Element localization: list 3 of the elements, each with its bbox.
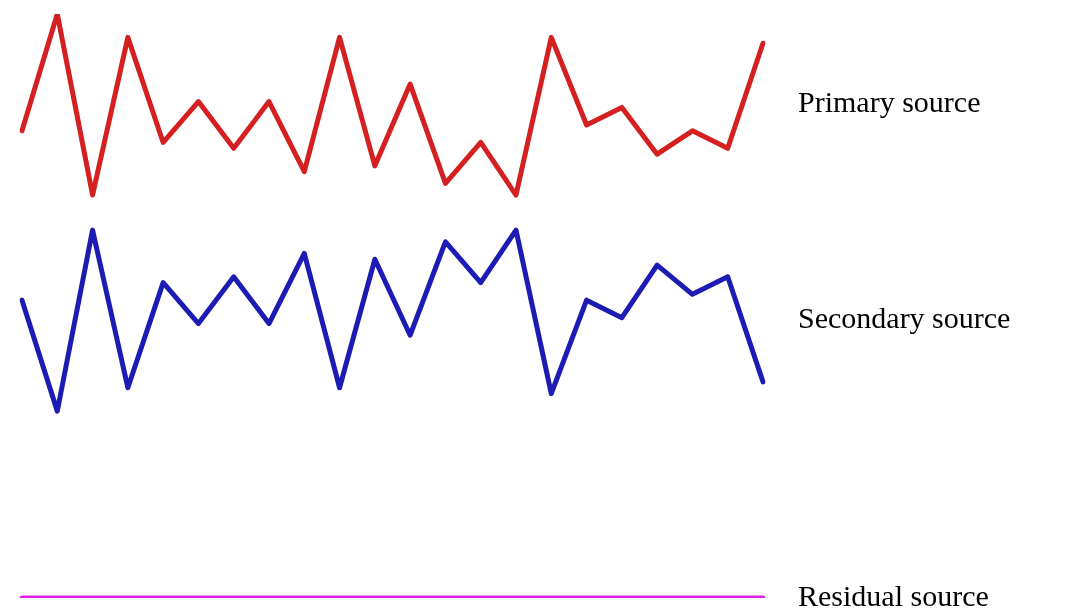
series-label: Primary source [798,85,981,119]
series-label: Secondary source [798,301,1011,335]
series-label: Residual source [798,578,989,612]
